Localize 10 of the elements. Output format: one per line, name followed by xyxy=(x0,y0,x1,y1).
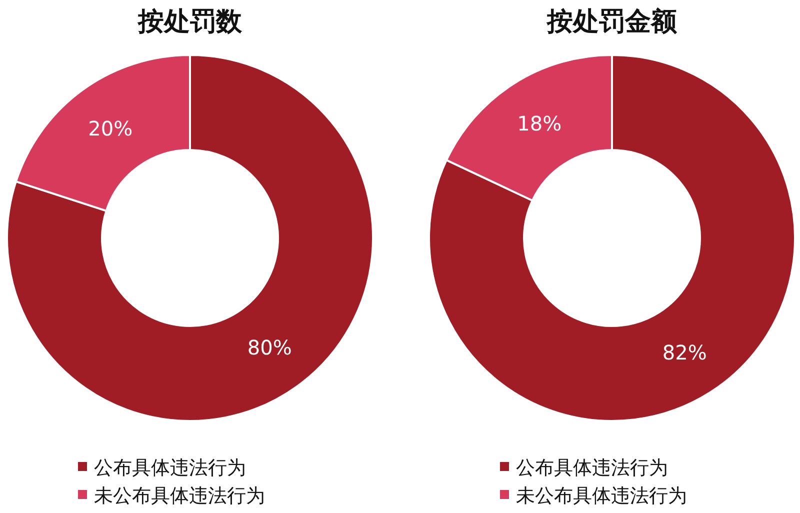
data-label: 80% xyxy=(247,336,292,360)
legend-label: 公布具体违法行为 xyxy=(94,457,246,479)
data-label: 18% xyxy=(517,112,562,136)
data-label: 20% xyxy=(88,116,133,140)
legend-label: 公布具体违法行为 xyxy=(516,457,668,479)
legend-label: 未公布具体违法行为 xyxy=(516,485,687,507)
chart-title: 按处罚金额 xyxy=(546,7,678,37)
legend-label: 未公布具体违法行为 xyxy=(94,485,265,507)
data-label: 82% xyxy=(662,340,707,364)
chart-title: 按处罚数 xyxy=(137,7,243,37)
